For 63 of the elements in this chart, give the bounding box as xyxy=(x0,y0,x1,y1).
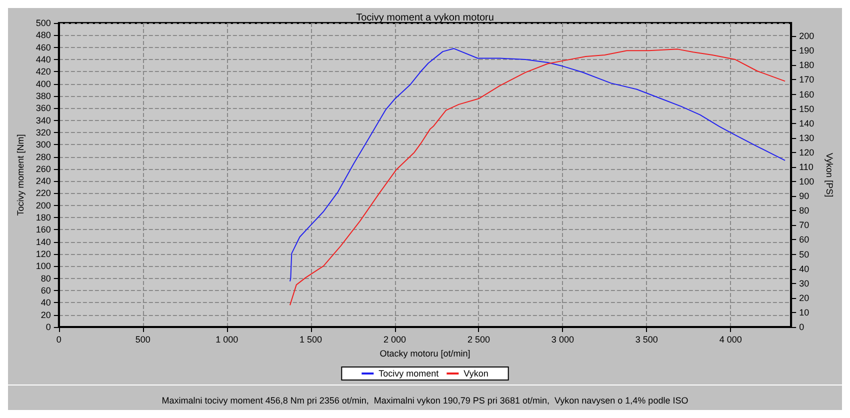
y2-tick-label: 80 xyxy=(799,206,810,216)
y-tick-label: 280 xyxy=(36,152,51,162)
y-tick-label: 0 xyxy=(46,322,51,332)
y2-tick-label: 30 xyxy=(799,278,810,288)
y-tick-label: 20 xyxy=(40,310,51,320)
y2-tick-label: 200 xyxy=(799,31,814,42)
y-tick-label: 360 xyxy=(36,103,51,114)
y-tick-label: 500 xyxy=(36,18,51,28)
y2-tick-label: 130 xyxy=(799,132,814,143)
y-tick-label: 120 xyxy=(36,249,51,260)
y2-tick-label: 140 xyxy=(799,118,814,128)
y-tick-label: 320 xyxy=(36,127,51,138)
y2-tick-label: 100 xyxy=(799,176,814,187)
y2-tick-label: 170 xyxy=(799,74,814,85)
y2-tick-label: 20 xyxy=(799,292,810,303)
y2-tick-label: 70 xyxy=(799,220,810,230)
y-tick-label: 440 xyxy=(36,54,51,64)
y-tick-label: 420 xyxy=(36,66,51,77)
y2-tick-label: 60 xyxy=(799,234,810,245)
y2-tick-label: 90 xyxy=(799,191,810,202)
y-tick-label: 240 xyxy=(36,176,51,186)
legend-label: Vykon xyxy=(464,368,488,378)
y-tick-label: 260 xyxy=(36,164,51,174)
y-tick-label: 480 xyxy=(36,30,51,40)
y-tick-label: 160 xyxy=(36,224,51,235)
x-axis-title: Otacky motoru [ot/min] xyxy=(380,348,470,358)
x-tick-label: 1 500 xyxy=(300,334,322,344)
y2-tick-label: 190 xyxy=(799,46,814,56)
y-tick-label: 100 xyxy=(36,261,51,272)
y2-tick-label: 10 xyxy=(799,307,810,318)
y-tick-label: 40 xyxy=(40,298,51,308)
y-tick-label: 300 xyxy=(36,140,51,150)
y-tick-label: 60 xyxy=(40,286,51,296)
y2-axis-title: Vykon [PS] xyxy=(824,152,834,198)
y-tick-label: 460 xyxy=(36,42,51,52)
y2-tick-label: 50 xyxy=(799,249,810,260)
y2-tick-label: 0 xyxy=(799,322,804,332)
y-axis-title: Tocivy moment [Nm] xyxy=(16,134,26,216)
y2-tick-label: 110 xyxy=(799,162,814,172)
x-tick-label: 2 500 xyxy=(467,334,490,344)
y-tick-label: 200 xyxy=(36,200,51,210)
y-tick-label: 80 xyxy=(40,273,51,284)
y-tick-label: 140 xyxy=(36,236,51,247)
y2-tick-label: 40 xyxy=(799,264,810,274)
y-tick-label: 220 xyxy=(36,188,51,198)
y2-tick-label: 150 xyxy=(799,104,814,114)
legend-label: Tocivy moment xyxy=(378,368,440,378)
x-tick-label: 3 500 xyxy=(635,334,658,344)
y2-tick-label: 180 xyxy=(799,60,814,70)
y-tick-label: 340 xyxy=(36,115,51,126)
chart-title: Tocivy moment a vykon motoru xyxy=(356,12,494,24)
y-tick-label: 380 xyxy=(36,90,51,101)
x-tick-label: 500 xyxy=(135,334,150,344)
y-tick-label: 400 xyxy=(36,78,51,89)
x-tick-label: 1 000 xyxy=(216,334,238,344)
x-tick-label: 0 xyxy=(56,334,62,344)
y-tick-label: 180 xyxy=(36,212,51,223)
x-tick-label: 2 000 xyxy=(384,334,406,344)
y2-tick-label: 160 xyxy=(799,89,814,100)
x-tick-label: 4 000 xyxy=(719,334,742,344)
text: Maximalni tocivy moment 456,8 Nm pri 2356 ot/min, Maximalni vykon 190,79 PS pri 3681 ot/min, Vykon navysen o 1,4% podle ISO xyxy=(162,396,688,406)
y2-tick-label: 120 xyxy=(799,147,814,158)
x-tick-label: 3 000 xyxy=(551,334,574,344)
